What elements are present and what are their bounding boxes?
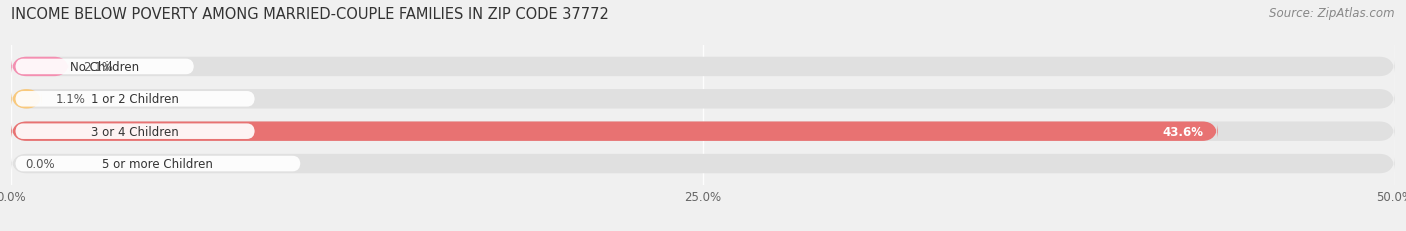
FancyBboxPatch shape [11,122,1395,141]
Text: 43.6%: 43.6% [1163,125,1204,138]
FancyBboxPatch shape [15,92,254,107]
FancyBboxPatch shape [11,122,1218,141]
FancyBboxPatch shape [11,154,1395,173]
Text: 3 or 4 Children: 3 or 4 Children [91,125,179,138]
Text: No Children: No Children [70,61,139,74]
FancyBboxPatch shape [11,58,1395,77]
Text: Source: ZipAtlas.com: Source: ZipAtlas.com [1270,7,1395,20]
FancyBboxPatch shape [11,58,69,77]
Text: 0.0%: 0.0% [25,157,55,170]
Text: INCOME BELOW POVERTY AMONG MARRIED-COUPLE FAMILIES IN ZIP CODE 37772: INCOME BELOW POVERTY AMONG MARRIED-COUPL… [11,7,609,22]
Text: 5 or more Children: 5 or more Children [103,157,214,170]
FancyBboxPatch shape [15,156,301,172]
Text: 1.1%: 1.1% [55,93,86,106]
FancyBboxPatch shape [11,90,1395,109]
Text: 2.1%: 2.1% [83,61,112,74]
FancyBboxPatch shape [15,124,254,139]
FancyBboxPatch shape [11,90,42,109]
Text: 1 or 2 Children: 1 or 2 Children [91,93,179,106]
FancyBboxPatch shape [15,59,194,75]
